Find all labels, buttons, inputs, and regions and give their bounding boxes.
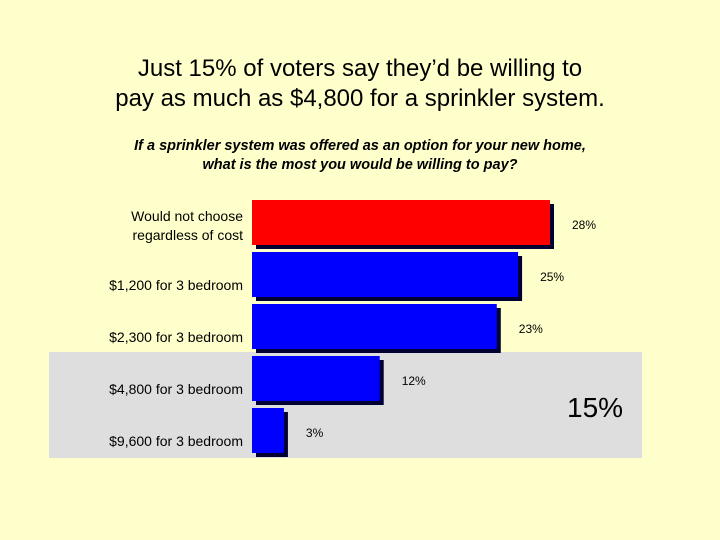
bar [252,408,284,453]
slide-title: Just 15% of voters say they’d be willing… [0,54,720,114]
data-label: 12% [402,374,426,388]
category-label: regardless of cost [133,227,244,243]
question-line-1: If a sprinkler system was offered as an … [134,138,586,154]
bar [252,252,519,297]
category-label: Would not choose [131,208,243,224]
title-line-2: pay as much as $4,800 for a sprinkler sy… [115,85,605,112]
category-label: $9,600 for 3 bedroom [109,433,243,449]
data-label: 23% [519,322,543,336]
bar [252,304,497,349]
data-label: 25% [540,270,564,284]
category-label: $4,800 for 3 bedroom [109,381,243,397]
bar [252,356,380,401]
question-line-2: what is the most you would be willing to… [202,157,518,173]
category-label: $1,200 for 3 bedroom [109,277,243,293]
bar [252,200,550,245]
data-label: 28% [572,218,596,232]
title-line-1: Just 15% of voters say they’d be willing… [137,55,583,82]
category-label: $2,300 for 3 bedroom [109,329,243,345]
callout-total: 15% [567,392,624,423]
data-label: 3% [306,426,324,440]
survey-question: If a sprinkler system was offered as an … [0,137,720,175]
